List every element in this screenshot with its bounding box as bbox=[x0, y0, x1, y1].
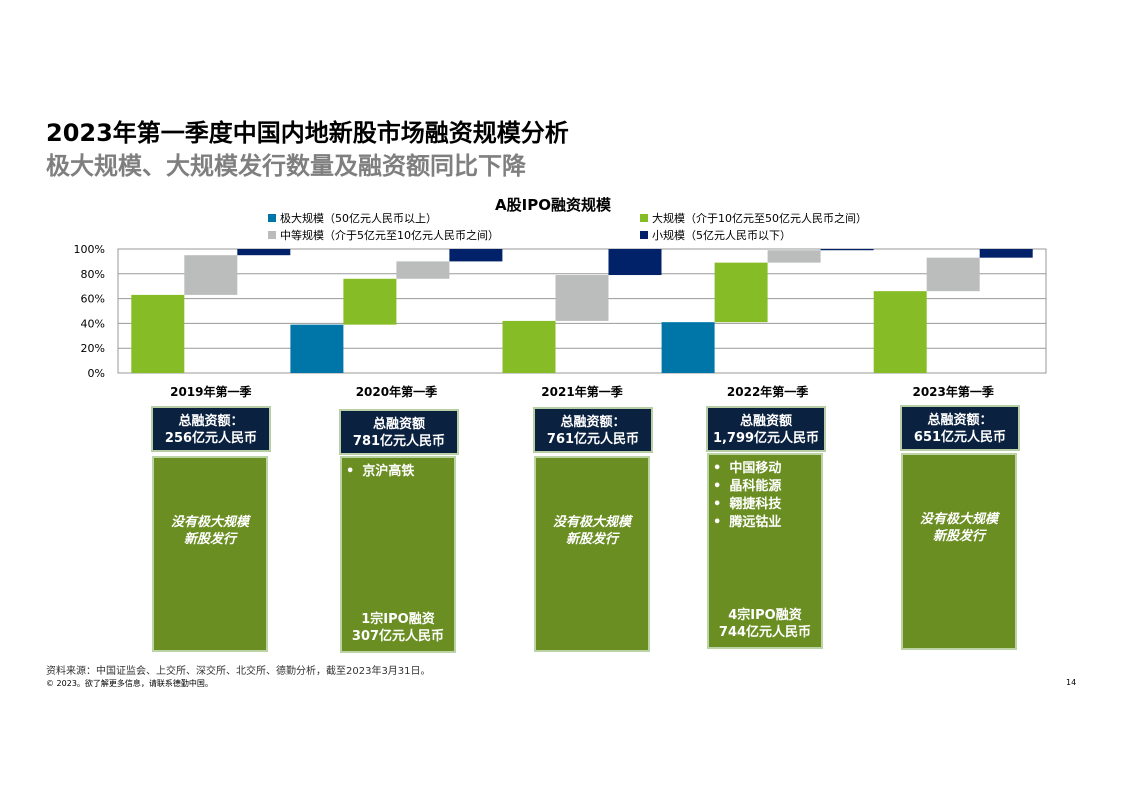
legend-label: 小规模（5亿元人民币以下） bbox=[652, 228, 791, 242]
mega-ipo-item: 晶科能源 bbox=[713, 478, 821, 496]
mega-ipo-box: 没有极大规模 新股发行 bbox=[901, 453, 1017, 650]
legend-swatch bbox=[268, 231, 276, 239]
message-line: 新股发行 bbox=[932, 529, 985, 544]
mega-ipo-box: 没有极大规模 新股发行 bbox=[534, 456, 650, 652]
y-tick-label: 80% bbox=[81, 268, 105, 281]
mega-ipo-item: 京沪高铁 bbox=[346, 463, 454, 481]
mega-ipo-summary: 4宗IPO融资 744亿元人民币 bbox=[709, 607, 821, 641]
total-financing-value: 761亿元人民币 bbox=[546, 432, 640, 447]
page-subtitle: 极大规模、大规模发行数量及融资额同比下降 bbox=[46, 152, 526, 180]
category-label: 2019年第一季 bbox=[170, 384, 252, 399]
bar-segment bbox=[555, 275, 609, 321]
legend-label: 中等规模（介于5亿元至10亿元人民币之间） bbox=[280, 228, 499, 242]
page-number: 14 bbox=[1066, 678, 1077, 687]
mega-ipo-box: 中国移动晶科能源翱捷科技腾远钴业 4宗IPO融资 744亿元人民币 bbox=[707, 453, 823, 649]
message-line: 没有极大规模 bbox=[170, 515, 249, 530]
mega-ipo-summary: 1宗IPO融资 307亿元人民币 bbox=[342, 611, 454, 645]
bar-segment bbox=[873, 291, 927, 373]
mega-ipo-box: 没有极大规模 新股发行 bbox=[152, 456, 268, 652]
total-financing-label: 总融资额： bbox=[560, 415, 626, 430]
total-financing-box: 总融资额： 256亿元人民币 bbox=[151, 406, 271, 452]
bar-segment bbox=[396, 261, 450, 279]
bar-segment bbox=[926, 257, 980, 292]
bar-segment bbox=[502, 320, 556, 373]
bar-segment bbox=[131, 294, 185, 373]
message-line: 没有极大规模 bbox=[919, 512, 998, 527]
category-label: 2023年第一季 bbox=[912, 384, 994, 399]
bar-segment bbox=[661, 322, 715, 373]
mega-ipo-item: 腾远钴业 bbox=[713, 514, 821, 532]
plot-frame bbox=[117, 248, 1047, 374]
total-financing-box: 总融资额 781亿元人民币 bbox=[339, 409, 459, 455]
bar-segment bbox=[449, 249, 503, 262]
bar-segment bbox=[184, 255, 238, 295]
summary-line: 744亿元人民币 bbox=[718, 625, 812, 640]
y-tick-label: 40% bbox=[81, 317, 105, 330]
legend-swatch bbox=[640, 214, 648, 222]
bar-segment bbox=[979, 249, 1033, 258]
total-financing-label: 总融资额 bbox=[739, 414, 792, 429]
mega-ipo-list: 京沪高铁 bbox=[342, 458, 454, 481]
source-note: 资料来源：中国证监会、上交所、深交所、北交所、德勤分析，截至2023年3月31日… bbox=[46, 666, 431, 677]
no-mega-ipo-message: 没有极大规模 新股发行 bbox=[903, 511, 1015, 545]
summary-line: 1宗IPO融资 bbox=[361, 612, 435, 627]
legend-label: 大规模（介于10亿元至50亿元人民币之间） bbox=[652, 211, 867, 225]
total-financing-box: 总融资额： 761亿元人民币 bbox=[533, 407, 653, 453]
total-financing-label: 总融资额： bbox=[178, 414, 244, 429]
message-line: 新股发行 bbox=[565, 532, 618, 547]
bar-segment bbox=[290, 324, 344, 373]
category-label: 2021年第一季 bbox=[541, 384, 623, 399]
mega-ipo-item: 中国移动 bbox=[713, 460, 821, 478]
total-financing-value: 256亿元人民币 bbox=[164, 431, 258, 446]
total-financing-value: 651亿元人民币 bbox=[913, 430, 1007, 445]
chart-title: A股IPO融资规模 bbox=[495, 196, 612, 214]
y-tick-label: 100% bbox=[74, 243, 105, 256]
bar-segment bbox=[608, 249, 662, 276]
total-financing-value: 1,799亿元人民币 bbox=[712, 431, 820, 446]
bar-segment bbox=[767, 250, 821, 263]
category-label: 2020年第一季 bbox=[356, 384, 438, 399]
y-tick-label: 20% bbox=[81, 342, 105, 355]
bar-segment bbox=[820, 249, 874, 251]
total-financing-box: 总融资额： 651亿元人民币 bbox=[900, 405, 1020, 451]
category-label: 2022年第一季 bbox=[727, 384, 809, 399]
message-line: 没有极大规模 bbox=[552, 515, 631, 530]
legend-label: 极大规模（50亿元人民币以上） bbox=[280, 211, 437, 225]
message-line: 新股发行 bbox=[183, 532, 236, 547]
summary-line: 4宗IPO融资 bbox=[728, 608, 802, 623]
bar-segment bbox=[714, 262, 768, 323]
legend-swatch bbox=[640, 231, 648, 239]
total-financing-value: 781亿元人民币 bbox=[352, 434, 446, 449]
page-title: 2023年第一季度中国内地新股市场融资规模分析 bbox=[46, 119, 569, 147]
mega-ipo-list: 中国移动晶科能源翱捷科技腾远钴业 bbox=[709, 455, 821, 532]
mega-ipo-item: 翱捷科技 bbox=[713, 496, 821, 514]
legend-swatch bbox=[268, 214, 276, 222]
no-mega-ipo-message: 没有极大规模 新股发行 bbox=[154, 514, 266, 548]
y-tick-label: 0% bbox=[88, 367, 105, 380]
summary-line: 307亿元人民币 bbox=[351, 629, 445, 644]
mega-ipo-box: 京沪高铁 1宗IPO融资 307亿元人民币 bbox=[340, 456, 456, 653]
no-mega-ipo-message: 没有极大规模 新股发行 bbox=[536, 514, 648, 548]
y-tick-label: 60% bbox=[81, 293, 105, 306]
total-financing-label: 总融资额： bbox=[927, 413, 993, 428]
copyright: © 2023。欲了解更多信息，请联系德勤中国。 bbox=[46, 679, 213, 688]
bar-segment bbox=[343, 278, 397, 325]
total-financing-box: 总融资额 1,799亿元人民币 bbox=[706, 406, 826, 452]
total-financing-label: 总融资额 bbox=[372, 417, 425, 432]
bar-segment bbox=[237, 249, 291, 256]
